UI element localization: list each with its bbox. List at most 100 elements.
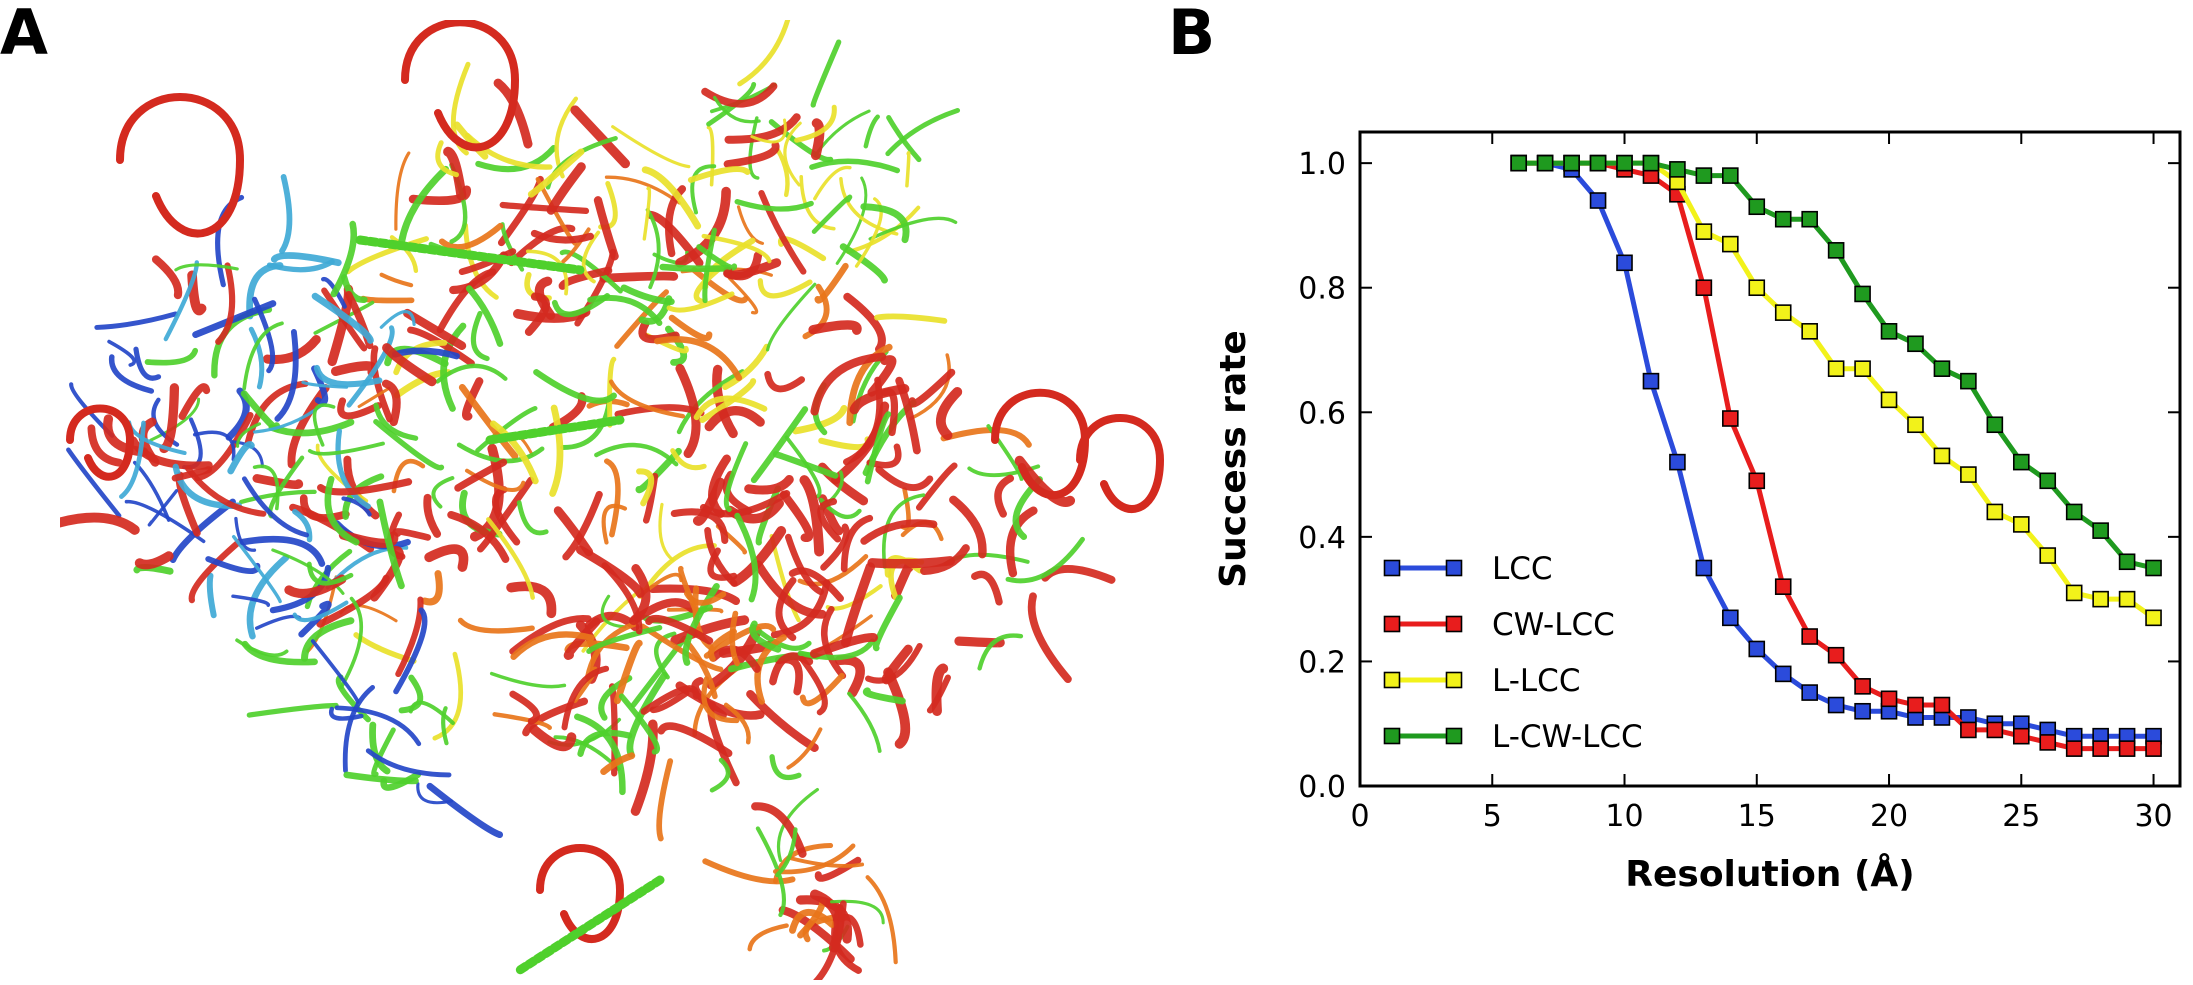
x-tick-label: 15: [1738, 799, 1776, 834]
data-point: [1722, 167, 1739, 184]
legend-marker: [1383, 727, 1401, 745]
legend-marker: [1383, 615, 1401, 633]
x-tick-label: 5: [1483, 799, 1502, 834]
data-point: [1748, 472, 1766, 490]
y-tick-label: 0.6: [1298, 396, 1346, 431]
legend-entry: L-CW-LCC: [1383, 719, 1643, 755]
data-point: [1827, 646, 1845, 664]
data-point: [1722, 609, 1739, 627]
data-point: [1801, 684, 1818, 701]
panel-label-b: B: [1168, 0, 1216, 69]
data-point: [1669, 161, 1686, 178]
data-point: [2039, 547, 2057, 564]
data-point: [1774, 210, 1792, 228]
y-axis-label: Success rate: [1213, 330, 1254, 588]
data-point: [1880, 323, 1898, 340]
y-tick-label: 1.0: [1298, 147, 1346, 182]
data-point: [1827, 242, 1845, 259]
x-tick-label: 20: [1870, 799, 1908, 834]
data-point: [1854, 678, 1871, 695]
data-point: [2039, 472, 2057, 490]
data-point: [1642, 154, 1660, 172]
x-axis-label: Resolution (Å): [1625, 853, 1914, 895]
data-point: [1960, 372, 1977, 390]
data-point: [2145, 609, 2162, 627]
data-point: [1748, 279, 1766, 297]
legend-marker: [1445, 727, 1463, 745]
legend-entry: LCC: [1383, 551, 1553, 587]
data-point: [2092, 590, 2109, 608]
data-point: [2012, 516, 2030, 533]
legend-label: L-LCC: [1492, 663, 1580, 699]
legend-marker: [1445, 559, 1463, 577]
y-tick-label: 0.2: [1298, 645, 1346, 680]
legend-label: L-CW-LCC: [1492, 719, 1643, 755]
data-point: [1722, 235, 1739, 253]
panel-label-a: A: [0, 0, 48, 69]
plot-frame: [1358, 130, 2182, 788]
data-point: [1880, 690, 1898, 708]
x-tick-label: 10: [1605, 799, 1643, 834]
data-point: [1748, 640, 1766, 658]
data-point: [1933, 447, 1951, 465]
data-point: [1774, 304, 1792, 321]
x-tick-label: 25: [2002, 799, 2040, 834]
chart-legend: LCC CW-LCC L-LCC L-CW-LCC: [1383, 551, 1643, 755]
data-point: [1536, 154, 1554, 172]
legend-marker: [1383, 559, 1401, 577]
data-point: [1907, 416, 1924, 434]
data-point: [1774, 578, 1792, 595]
x-tick-label: 30: [2134, 799, 2172, 834]
data-point: [1801, 210, 1818, 228]
data-point: [2012, 453, 2030, 471]
legend-entry: CW-LCC: [1383, 607, 1615, 643]
data-point: [2065, 740, 2083, 757]
data-point: [1695, 559, 1713, 577]
data-point: [1748, 198, 1766, 216]
data-point: [2065, 503, 2083, 521]
legend-entry: L-LCC: [1383, 663, 1580, 699]
data-point: [1722, 410, 1739, 427]
data-point: [2039, 734, 2057, 751]
data-point: [1986, 503, 2004, 521]
data-point: [1880, 391, 1898, 409]
data-point: [2092, 522, 2109, 539]
data-point: [1854, 360, 1871, 377]
data-point: [1854, 702, 1871, 720]
y-tick-label: 0.0: [1298, 770, 1346, 805]
data-point: [1960, 466, 1977, 483]
data-point: [2118, 553, 2136, 571]
series-line: [1518, 160, 2155, 620]
data-point: [1854, 285, 1871, 303]
data-point: [1695, 167, 1713, 184]
ribosome-structure-icon: [60, 20, 1165, 980]
data-point: [2118, 590, 2136, 608]
legend-label: LCC: [1492, 551, 1553, 587]
data-point: [1801, 628, 1818, 645]
y-tick-label: 0.8: [1298, 272, 1346, 307]
data-point: [1933, 696, 1951, 714]
data-point: [1827, 696, 1845, 714]
data-point: [1510, 154, 1528, 172]
data-point: [1589, 192, 1607, 209]
series-l-cw-lcc: [1510, 154, 2162, 577]
data-point: [1827, 360, 1845, 377]
data-point: [1695, 223, 1713, 240]
data-point: [1907, 335, 1924, 353]
data-point: [2145, 559, 2162, 577]
data-point: [1642, 372, 1660, 390]
data-point: [1933, 360, 1951, 377]
x-tick-label: 0: [1350, 799, 1369, 834]
legend-marker: [1445, 671, 1463, 689]
data-point: [2145, 740, 2162, 757]
legend-marker: [1445, 615, 1463, 633]
data-point: [2012, 727, 2030, 745]
data-point: [1669, 453, 1686, 471]
y-tick-label: 0.4: [1298, 521, 1346, 556]
success-rate-chart: 0 5 10 15 20 25 30 0.0 0.2 0.4 0.6 0.8 1.0 LCC CW-LCC…: [1213, 130, 2182, 895]
data-point: [2065, 584, 2083, 602]
data-point: [2118, 740, 2136, 757]
data-point: [1695, 279, 1713, 297]
data-point: [1589, 154, 1607, 172]
data-point: [1986, 721, 2004, 739]
